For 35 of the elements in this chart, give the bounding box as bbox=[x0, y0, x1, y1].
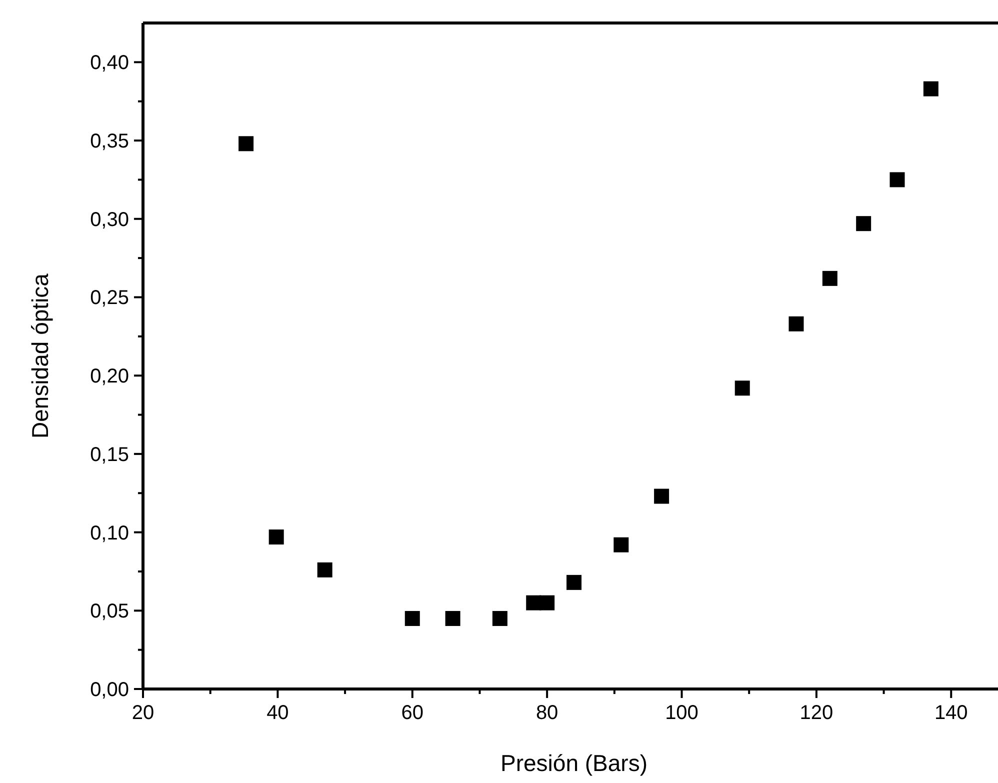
point bbox=[614, 537, 629, 552]
point bbox=[238, 136, 254, 152]
point bbox=[566, 574, 582, 590]
x-tick-label: 40 bbox=[266, 702, 289, 724]
y-axis-title: Densidad óptica bbox=[27, 273, 53, 438]
point bbox=[654, 488, 670, 504]
x-tick-label: 100 bbox=[665, 702, 698, 724]
y-tick-label: 0,35 bbox=[90, 130, 129, 153]
y-tick-label: 0,00 bbox=[90, 679, 129, 701]
x-tick-label: 120 bbox=[800, 702, 834, 724]
y-tick-label: 0,10 bbox=[90, 522, 129, 544]
point bbox=[856, 216, 872, 232]
y-tick-label: 0,30 bbox=[90, 208, 129, 231]
x-tick-label: 20 bbox=[132, 702, 154, 724]
point bbox=[788, 316, 804, 332]
y-tick-label: 0,15 bbox=[90, 444, 129, 466]
point bbox=[923, 81, 938, 96]
y-tick-label: 0,20 bbox=[90, 366, 129, 388]
y-tick-label: 0,40 bbox=[90, 52, 129, 74]
y-tick-label: 0,25 bbox=[90, 287, 129, 310]
point bbox=[526, 595, 542, 610]
point bbox=[268, 529, 284, 544]
x-tick-label: 60 bbox=[401, 702, 424, 724]
point bbox=[317, 562, 332, 578]
point bbox=[445, 610, 460, 626]
y-tick-label: 0,05 bbox=[90, 600, 129, 623]
point bbox=[822, 270, 838, 286]
x-tick-label: 80 bbox=[536, 702, 558, 724]
point bbox=[492, 610, 508, 626]
point bbox=[734, 380, 750, 396]
x-tick-label: 140 bbox=[934, 702, 968, 724]
point bbox=[404, 610, 420, 626]
x-axis-title: Presión (Bars) bbox=[500, 750, 648, 776]
point bbox=[890, 172, 905, 188]
point bbox=[540, 595, 555, 610]
